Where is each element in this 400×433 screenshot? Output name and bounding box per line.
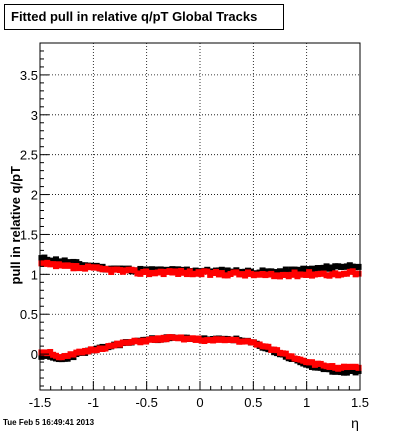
- tick-labels: -1.5 -1 -0.5 0 0.5 1 1.5 0 0.5 1 1.5 2 2.5 3 3.5: [20, 68, 369, 410]
- x-tick-label: 0: [196, 395, 203, 410]
- x-tick-label: 1.5: [351, 395, 369, 410]
- axis-ticks: [39, 50, 361, 390]
- data-point: [355, 263, 362, 270]
- y-tick-label: 2: [31, 188, 38, 203]
- x-tick-label: -1: [88, 395, 100, 410]
- y-tick-label: 0.5: [20, 307, 38, 322]
- data-point: [291, 269, 298, 276]
- data-point: [355, 367, 362, 374]
- data-point: [265, 343, 272, 350]
- x-tick-label: -0.5: [135, 395, 157, 410]
- chart-title: Fitted pull in relative q/pT Global Trac…: [4, 4, 284, 30]
- y-tick-label: 1: [31, 267, 38, 282]
- y-tick-label: 3.5: [20, 68, 38, 83]
- data-point: [355, 270, 362, 277]
- data-point: [131, 267, 138, 274]
- data-points: [38, 254, 362, 376]
- y-axis-title: pull in relative q/pT: [8, 166, 23, 285]
- x-tick-label: -1.5: [29, 395, 51, 410]
- x-axis-title: η: [351, 415, 359, 431]
- timestamp: Tue Feb 5 16:49:41 2013: [3, 418, 95, 427]
- data-point: [355, 364, 362, 371]
- y-tick-label: 3: [31, 108, 38, 123]
- data-point: [349, 268, 356, 275]
- data-point: [242, 272, 249, 279]
- x-tick-label: 1: [303, 395, 310, 410]
- y-tick-label: 1.5: [20, 227, 38, 242]
- data-point: [204, 268, 211, 275]
- x-tick-label: 0.5: [244, 395, 262, 410]
- data-point: [306, 269, 313, 276]
- y-tick-label: 0: [31, 347, 38, 362]
- data-point: [175, 270, 182, 277]
- y-tick-label: 2.5: [20, 148, 38, 163]
